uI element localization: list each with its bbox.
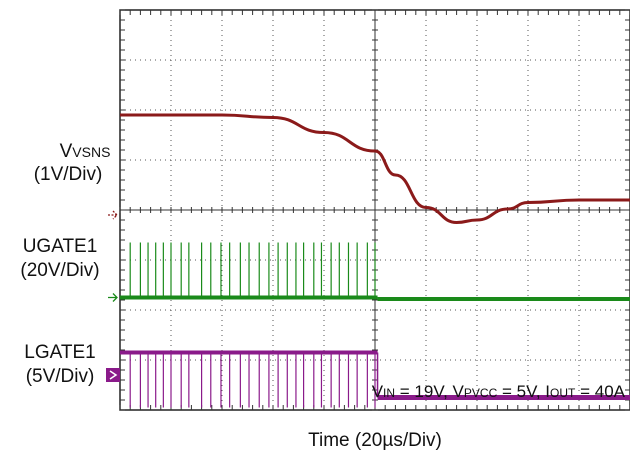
plot-area <box>119 9 630 411</box>
ugate1-label: UGATE1 <box>23 236 98 257</box>
lgate1-ref-arrow <box>109 370 118 380</box>
channel-reference-markers <box>106 210 120 382</box>
ugate1-ref-marker <box>108 293 118 302</box>
channel-labels: VVSNS (1V/Div) UGATE1 (20V/Div) LGATE1 (… <box>20 141 110 387</box>
lgate1-scale: (5V/Div) <box>26 366 95 387</box>
traces <box>119 113 630 408</box>
vsns-trace <box>119 113 630 225</box>
vsns-ref-marker <box>108 210 118 220</box>
vsns-label: VVSNS <box>60 141 111 162</box>
x-axis-label: Time (20µs/Div) <box>308 430 442 451</box>
lgate1-ref-marker <box>106 368 120 382</box>
lgate1-label: LGATE1 <box>24 342 95 363</box>
conditions-annotation: VIN = 19V, VPVCC = 5V, IOUT = 40A <box>372 382 626 401</box>
ugate1-scale: (20V/Div) <box>20 260 99 281</box>
vsns-scale: (1V/Div) <box>34 164 103 185</box>
graticule <box>119 9 630 411</box>
